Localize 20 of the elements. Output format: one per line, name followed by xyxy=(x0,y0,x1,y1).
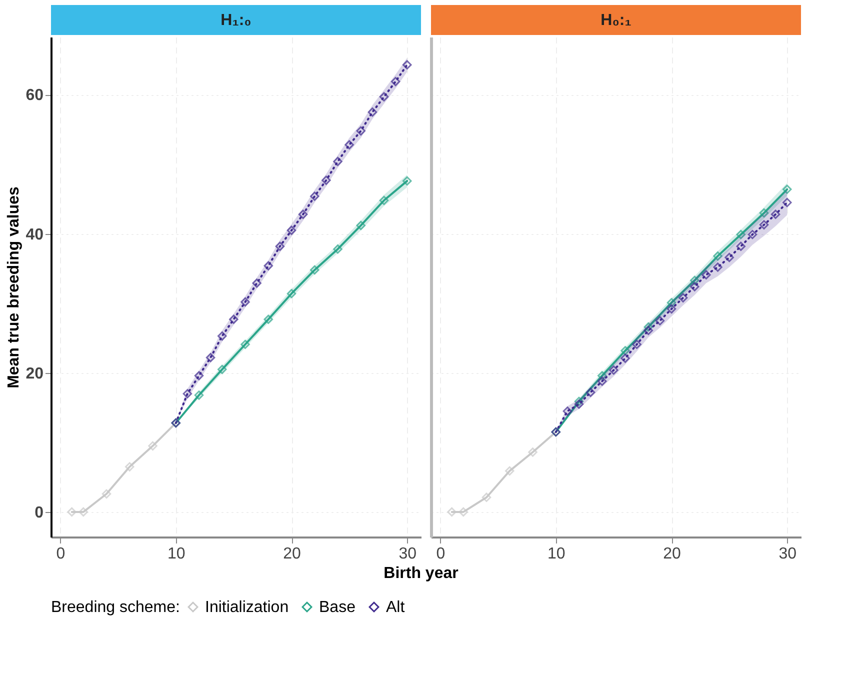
legend-label: Base xyxy=(319,599,356,616)
x-tick-label: 10 xyxy=(167,546,186,562)
legend-label: Alt xyxy=(386,599,406,616)
y-tick-label: 60 xyxy=(26,87,44,104)
legend-label: Initialization xyxy=(205,599,289,616)
legend-title: Breeding scheme: xyxy=(51,599,180,616)
x-axis-title: Birth year xyxy=(384,565,458,582)
chart-title: H₀:₁ xyxy=(600,12,632,29)
y-tick-label: 0 xyxy=(34,504,44,522)
chart-title: H₁:₀ xyxy=(220,12,252,29)
y-axis-title: Mean true breeding values xyxy=(6,186,23,388)
x-tick-label: 0 xyxy=(56,546,66,562)
x-tick-label: 0 xyxy=(436,546,446,562)
y-tick-label: 40 xyxy=(26,226,44,244)
x-tick-label: 20 xyxy=(663,546,681,562)
x-tick-label: 30 xyxy=(398,546,417,562)
x-tick-label: 30 xyxy=(778,546,797,562)
y-tick-label: 20 xyxy=(26,365,44,382)
x-tick-label: 10 xyxy=(547,546,566,562)
x-tick-label: 20 xyxy=(283,546,301,562)
